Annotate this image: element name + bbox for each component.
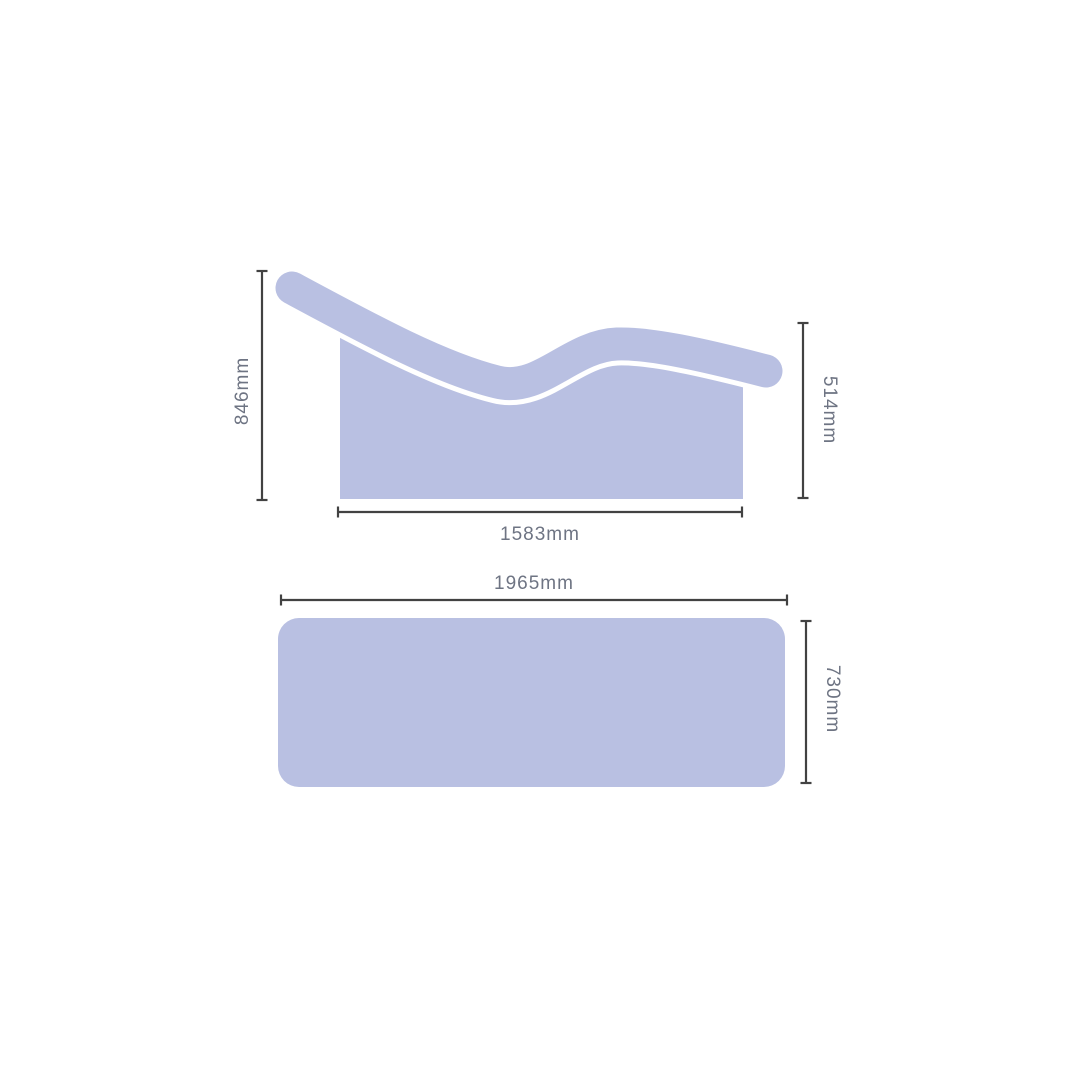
side-view: 846mm 514mm 1583mm bbox=[232, 266, 840, 545]
overall-width-dimension: 730mm bbox=[800, 619, 843, 785]
dimension-line-foot-height bbox=[797, 321, 809, 500]
dimension-line-overall-height bbox=[256, 269, 268, 502]
top-view: 1965mm 730mm bbox=[278, 573, 843, 787]
lounger-top-outline bbox=[278, 618, 785, 787]
overall-length-label: 1965mm bbox=[494, 573, 574, 594]
overall-height-label: 846mm bbox=[232, 357, 253, 425]
dimension-line-overall-length bbox=[279, 594, 789, 606]
dimension-line-base-length bbox=[336, 506, 744, 518]
cushion-profile bbox=[275, 271, 783, 401]
base-length-label: 1583mm bbox=[500, 524, 580, 545]
dimension-line-overall-width bbox=[800, 619, 812, 785]
foot-end-height-dimension: 514mm bbox=[797, 321, 840, 500]
base-length-dimension: 1583mm bbox=[336, 506, 744, 545]
overall-length-dimension: 1965mm bbox=[279, 573, 789, 606]
overall-width-label: 730mm bbox=[822, 665, 843, 733]
foot-end-height-label: 514mm bbox=[819, 376, 840, 444]
overall-height-dimension: 846mm bbox=[232, 269, 268, 502]
